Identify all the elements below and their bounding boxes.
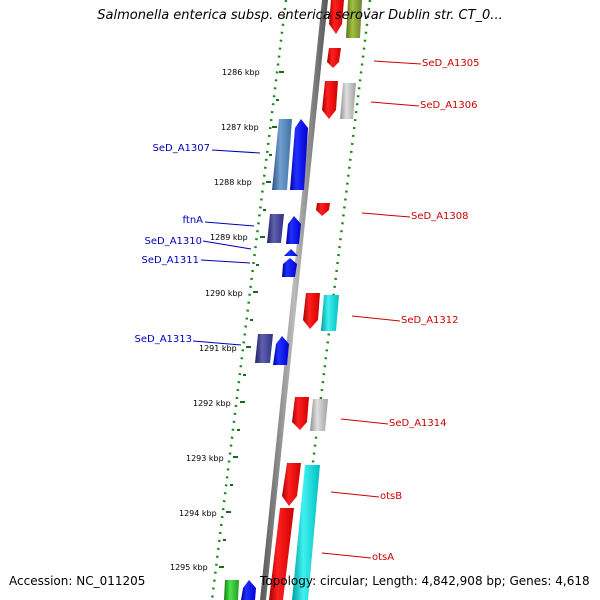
genome-backbone — [260, 0, 328, 600]
map-title: Salmonella enterica subsp. enterica sero… — [97, 8, 503, 23]
gene-SeD_A1308-shape — [316, 203, 330, 216]
kbp-tick-label: 1294 kbp — [179, 509, 217, 518]
topology-info-text: Topology: circular; Length: 4,842,908 bp… — [260, 574, 590, 588]
gene-label-ftnA[interactable]: ftnA — [183, 215, 204, 226]
reverse-label-leaders — [321, 60, 422, 559]
gene-top-red — [329, 0, 344, 34]
gene-cyan-1312 — [321, 295, 339, 331]
gene-navy-ftnA — [267, 214, 284, 243]
kbp-tick-label: 1291 kbp — [199, 344, 237, 353]
gene-SeD_A1314-shape — [292, 397, 309, 430]
gene-SeD_A1313-shape — [273, 336, 289, 365]
gene-steel-1307 — [272, 119, 292, 190]
gene-label-SeD_A1306[interactable]: SeD_A1306 — [420, 100, 478, 111]
gene-SeD_A1307-shape — [290, 119, 308, 190]
kbp-tick-label: 1292 kbp — [193, 399, 231, 408]
kbp-tick-label: 1293 kbp — [186, 454, 224, 463]
gene-green-bottom — [224, 580, 239, 600]
gene-SeD_A1306-shape — [322, 81, 338, 119]
forward-label-leaders — [192, 149, 261, 346]
gene-label-SeD_A1313[interactable]: SeD_A1313 — [135, 334, 193, 345]
gene-top-olive — [346, 0, 362, 38]
gene-label-SeD_A1310[interactable]: SeD_A1310 — [145, 236, 203, 247]
gene-otsA-shape — [269, 508, 294, 600]
gene-label-SeD_A1305[interactable]: SeD_A1305 — [422, 58, 480, 69]
gene-navy-1313 — [255, 334, 273, 363]
scale-ticks — [219, 71, 284, 568]
gene-SeD_A1311-shape — [282, 258, 297, 277]
gene-label-SeD_A1307[interactable]: SeD_A1307 — [153, 143, 211, 154]
kbp-tick-label: 1290 kbp — [205, 289, 243, 298]
gene-otsB-shape — [282, 463, 301, 506]
gene-label-SeD_A1311[interactable]: SeD_A1311 — [142, 255, 200, 266]
gene-blue-bottom — [241, 580, 256, 600]
accession-text: Accession: NC_011205 — [9, 574, 146, 588]
gene-grey-1314 — [310, 399, 328, 431]
gene-ftnA-shape — [286, 216, 301, 244]
kbp-tick-label: 1289 kbp — [210, 233, 248, 242]
kbp-tick-label: 1295 kbp — [170, 563, 208, 572]
gene-SeD_A1305-shape — [327, 48, 341, 68]
gene-grey-1306 — [340, 83, 356, 119]
gene-label-otsB[interactable]: otsB — [380, 491, 402, 502]
gene-SeD_A1310-shape — [284, 249, 298, 256]
kbp-tick-label: 1288 kbp — [214, 178, 252, 187]
kbp-tick-label: 1287 kbp — [221, 123, 259, 132]
gene-SeD_A1312-shape — [303, 293, 320, 329]
gene-label-SeD_A1312[interactable]: SeD_A1312 — [401, 315, 459, 326]
gene-label-otsA[interactable]: otsA — [372, 552, 394, 563]
kbp-tick-label: 1286 kbp — [222, 68, 260, 77]
gene-label-SeD_A1314[interactable]: SeD_A1314 — [389, 418, 447, 429]
gene-cyan-otsB — [292, 465, 320, 600]
gene-label-SeD_A1308[interactable]: SeD_A1308 — [411, 211, 469, 222]
